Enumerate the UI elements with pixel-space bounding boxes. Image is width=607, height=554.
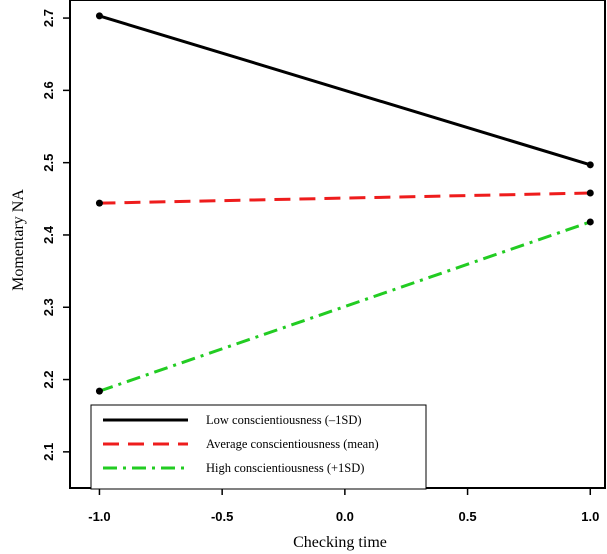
series-1 <box>95 12 594 169</box>
y-tick-label: 2.6 <box>41 81 56 99</box>
y-tick-label: 2.5 <box>41 154 56 172</box>
data-point <box>95 12 103 20</box>
data-point <box>95 387 103 395</box>
y-tick-label: 2.1 <box>41 443 56 461</box>
legend-label: Average conscientiousness (mean) <box>206 437 379 451</box>
legend: Low conscientiousness (–1SD) Average cons… <box>90 404 427 490</box>
x-axis-title: Checking time <box>293 534 387 551</box>
x-tick-label: -1.0 <box>88 509 110 524</box>
data-point <box>586 218 594 226</box>
legend-label: Low conscientiousness (–1SD) <box>206 413 362 427</box>
legend-item: Average conscientiousness (mean) <box>103 437 379 451</box>
legend-label: High conscientiousness (+1SD) <box>206 461 364 475</box>
series-line <box>98 220 591 393</box>
x-axis-ticks: -1.0 -0.5 0.0 0.5 1.0 <box>88 488 599 524</box>
x-tick-label: 1.0 <box>581 509 599 524</box>
series-line <box>99 191 591 205</box>
x-tick-label: 0.0 <box>336 509 354 524</box>
data-point <box>95 199 103 207</box>
y-tick-label: 2.4 <box>41 225 56 244</box>
series-2 <box>95 189 594 207</box>
y-axis-ticks: 2.1 2.2 2.3 2.4 2.5 2.6 2.7 <box>41 9 70 461</box>
x-tick-label: 0.5 <box>459 509 477 524</box>
legend-item: High conscientiousness (+1SD) <box>103 461 364 475</box>
y-axis-title: Momentary NA <box>10 189 27 291</box>
series-3 <box>95 218 594 395</box>
series-line <box>99 14 591 167</box>
y-tick-label: 2.7 <box>41 9 56 27</box>
data-point <box>586 189 594 197</box>
y-tick-label: 2.2 <box>41 371 56 389</box>
legend-item: Low conscientiousness (–1SD) <box>103 413 362 427</box>
y-tick-label: 2.3 <box>41 298 56 316</box>
data-point <box>586 161 594 169</box>
series-layer <box>95 12 594 395</box>
x-tick-label: -0.5 <box>211 509 233 524</box>
